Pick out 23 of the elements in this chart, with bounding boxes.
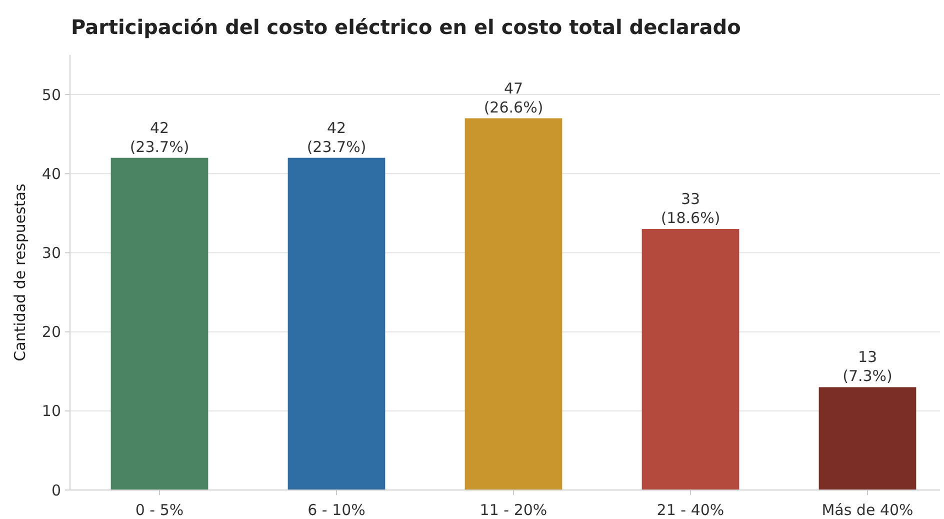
data-label: 47 (26.6%) bbox=[484, 79, 544, 116]
bar bbox=[818, 387, 916, 490]
data-label: 42 (23.7%) bbox=[306, 118, 366, 156]
y-axis-title: Cantidad de respuestas bbox=[11, 184, 29, 362]
x-tick-label: 11 - 20% bbox=[480, 501, 548, 519]
x-tick-label: 6 - 10% bbox=[308, 501, 366, 519]
y-tick-label: 40 bbox=[42, 164, 61, 183]
bar bbox=[464, 118, 562, 490]
x-tick-label: Más de 40% bbox=[822, 501, 914, 519]
x-tick-label: 0 - 5% bbox=[135, 501, 184, 519]
x-tick-label: 21 - 40% bbox=[656, 501, 724, 519]
data-label: 13 (7.3%) bbox=[842, 348, 892, 386]
bar bbox=[642, 229, 740, 490]
y-tick-label: 30 bbox=[42, 244, 61, 262]
data-label: 33 (18.6%) bbox=[660, 190, 720, 227]
y-tick-label: 20 bbox=[42, 323, 61, 342]
bar bbox=[110, 158, 208, 490]
y-tick-label: 10 bbox=[42, 402, 61, 420]
bar bbox=[288, 158, 386, 490]
chart-title: Participación del costo eléctrico en el costo total declarado bbox=[71, 15, 741, 39]
y-tick-label: 50 bbox=[42, 86, 61, 104]
data-label: 42 (23.7%) bbox=[130, 118, 190, 156]
y-tick-label: 0 bbox=[51, 481, 61, 500]
